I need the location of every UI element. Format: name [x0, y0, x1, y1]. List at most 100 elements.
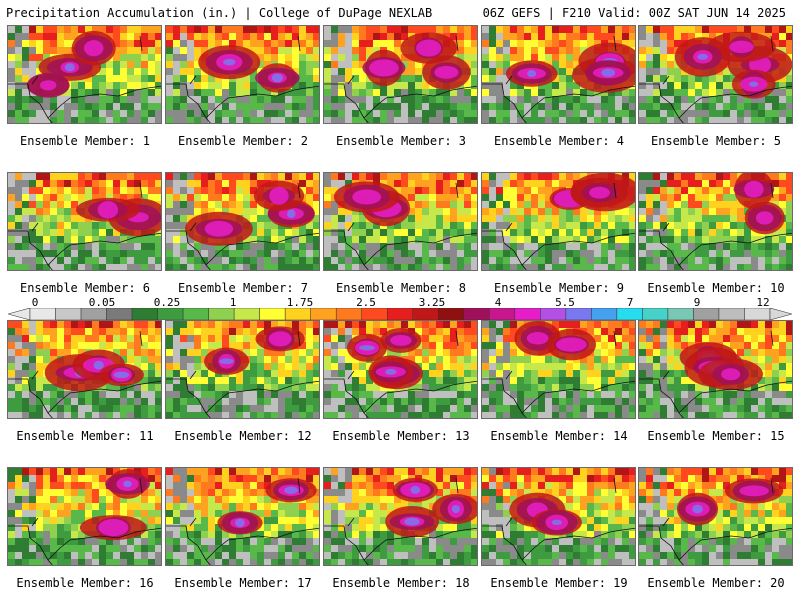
colorbar-tick-label: 7	[626, 296, 634, 309]
colorbar-swatch	[182, 308, 209, 320]
precipitation-colorbar	[8, 308, 792, 320]
colorbar-swatch	[540, 308, 567, 320]
border-lines	[482, 477, 635, 565]
colorbar-swatch	[310, 308, 337, 320]
precipitation-field	[166, 468, 319, 565]
colorbar-swatch	[29, 308, 56, 320]
colorbar-swatch	[335, 308, 362, 320]
ensemble-member-label: Ensemble Member: 1	[19, 134, 151, 148]
map-title: Precipitation Accumulation (in.) | Colle…	[6, 6, 433, 20]
colorbar-swatch	[106, 308, 133, 320]
border-lines	[166, 330, 319, 418]
precipitation-field	[324, 26, 477, 123]
colorbar-tick-label: 3.25	[418, 296, 446, 309]
model-run-info: 06Z GEFS | F210 Valid: 00Z SAT JUN 14 20…	[482, 6, 786, 20]
precipitation-field	[8, 321, 161, 418]
border-lines	[166, 182, 319, 270]
ensemble-member-label: Ensemble Member: 16	[16, 576, 154, 590]
border-lines	[639, 477, 792, 565]
ensemble-member-map	[638, 25, 793, 124]
precipitation-field	[639, 468, 792, 565]
ensemble-member-map	[165, 467, 320, 566]
precipitation-field	[324, 173, 477, 270]
ensemble-member-label: Ensemble Member: 3	[335, 134, 467, 148]
ensemble-member-label: Ensemble Member: 18	[332, 576, 470, 590]
colorbar-swatch	[80, 308, 107, 320]
ensemble-member-label: Ensemble Member: 4	[493, 134, 625, 148]
colorbar-tick-label: 1.75	[286, 296, 314, 309]
border-lines	[482, 35, 635, 123]
colorbar-swatch	[514, 308, 541, 320]
precipitation-field	[482, 26, 635, 123]
colorbar-swatch	[565, 308, 592, 320]
border-lines	[639, 330, 792, 418]
ensemble-member-label: Ensemble Member: 13	[332, 429, 470, 443]
ensemble-member-label: Ensemble Member: 7	[177, 281, 309, 295]
precipitation-field	[482, 321, 635, 418]
precipitation-field	[639, 173, 792, 270]
ensemble-member-label: Ensemble Member: 20	[647, 576, 785, 590]
border-lines	[8, 477, 161, 565]
border-lines	[8, 182, 161, 270]
colorbar-swatch	[463, 308, 490, 320]
precipitation-field	[639, 26, 792, 123]
colorbar-swatch	[157, 308, 184, 320]
ensemble-member-map	[638, 320, 793, 419]
precipitation-field	[166, 321, 319, 418]
colorbar-tick-label: 0.25	[153, 296, 181, 309]
colorbar-swatch	[718, 308, 745, 320]
ensemble-member-map	[165, 172, 320, 271]
precipitation-field	[482, 173, 635, 270]
ensemble-member-label: Ensemble Member: 5	[650, 134, 782, 148]
ensemble-member-map	[481, 172, 636, 271]
colorbar-swatch	[616, 308, 643, 320]
colorbar-swatch	[489, 308, 516, 320]
ensemble-member-map	[638, 467, 793, 566]
ensemble-member-map	[7, 172, 162, 271]
colorbar-swatch	[233, 308, 260, 320]
ensemble-member-map	[165, 320, 320, 419]
colorbar-swatch	[131, 308, 158, 320]
ensemble-member-label: Ensemble Member: 2	[177, 134, 309, 148]
colorbar-swatch	[259, 308, 286, 320]
border-lines	[482, 330, 635, 418]
colorbar-swatch	[591, 308, 618, 320]
colorbar-swatch	[284, 308, 311, 320]
ensemble-member-map	[165, 25, 320, 124]
ensemble-member-map	[481, 467, 636, 566]
precipitation-field	[8, 26, 161, 123]
border-lines	[324, 477, 477, 565]
precipitation-field	[166, 173, 319, 270]
ensemble-member-map	[323, 25, 478, 124]
border-lines	[639, 182, 792, 270]
border-lines	[8, 35, 161, 123]
colorbar-swatch	[744, 308, 771, 320]
precipitation-field	[8, 468, 161, 565]
ensemble-member-label: Ensemble Member: 6	[19, 281, 151, 295]
border-lines	[324, 182, 477, 270]
ensemble-member-label: Ensemble Member: 12	[174, 429, 312, 443]
colorbar-tick-label: 0	[31, 296, 39, 309]
precipitation-field	[639, 321, 792, 418]
ensemble-member-map	[323, 172, 478, 271]
border-lines	[324, 35, 477, 123]
ensemble-member-label: Ensemble Member: 19	[490, 576, 628, 590]
colorbar-tick-label: 0.05	[88, 296, 116, 309]
colorbar-swatch	[438, 308, 465, 320]
colorbar-swatch	[693, 308, 720, 320]
border-lines	[482, 182, 635, 270]
ensemble-member-map	[323, 320, 478, 419]
ensemble-member-label: Ensemble Member: 15	[647, 429, 785, 443]
colorbar-max-arrow	[769, 308, 792, 320]
colorbar-tick-label: 12	[756, 296, 770, 309]
ensemble-member-map	[7, 25, 162, 124]
ensemble-member-label: Ensemble Member: 10	[647, 281, 785, 295]
colorbar-tick-label: 1	[229, 296, 237, 309]
colorbar-swatch	[386, 308, 414, 320]
precipitation-field	[482, 468, 635, 565]
colorbar-tick-label: 9	[693, 296, 701, 309]
precipitation-field	[166, 26, 319, 123]
colorbar-min-arrow	[8, 308, 31, 320]
ensemble-member-label: Ensemble Member: 8	[335, 281, 467, 295]
ensemble-member-label: Ensemble Member: 9	[493, 281, 625, 295]
